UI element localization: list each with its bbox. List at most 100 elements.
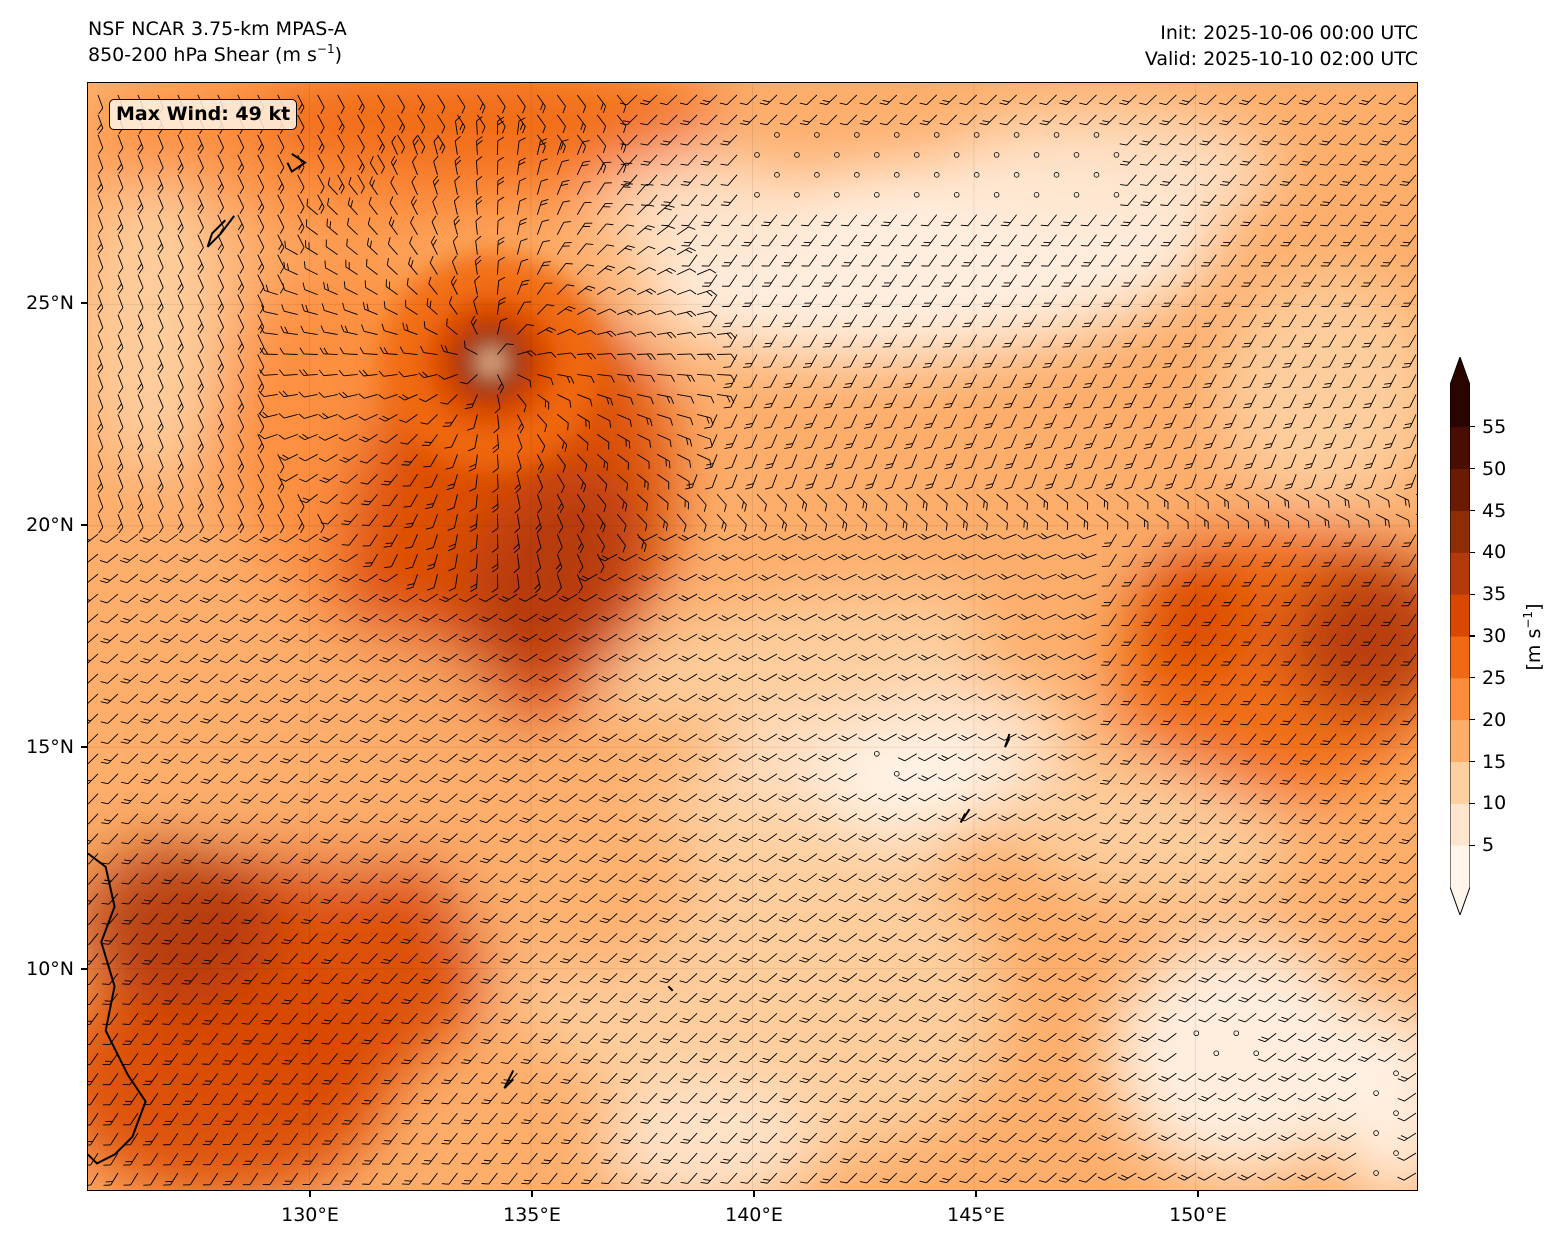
wind-barb: [197, 174, 204, 194]
lat-label-10: 10°N: [26, 958, 74, 980]
wind-barb: [1120, 214, 1137, 227]
wind-barb: [327, 177, 338, 196]
wind-barb: [257, 214, 265, 234]
calm-circle: [1053, 132, 1060, 138]
calm-circle: [993, 192, 1000, 198]
wind-barb: [411, 175, 418, 195]
wind-barb: [759, 94, 778, 106]
wind-barb: [1239, 94, 1257, 106]
colorbar-label: 35: [1482, 583, 1507, 606]
wind-barb: [1220, 194, 1237, 207]
wind-barb: [721, 234, 738, 247]
wind-barb: [516, 137, 526, 155]
map-panel[interactable]: Max Wind: 49 kt: [87, 82, 1418, 1191]
wind-barb: [516, 217, 528, 235]
wind-barb: [720, 134, 738, 146]
wind-barb: [237, 174, 245, 194]
wind-barb: [959, 114, 977, 126]
shear-map[interactable]: [88, 83, 1417, 1190]
wind-barb: [1160, 194, 1177, 207]
wind-barb: [1258, 94, 1277, 106]
wind-barb: [347, 197, 358, 216]
wind-barb: [536, 94, 546, 114]
wind-barb: [1378, 94, 1397, 106]
wind-barb: [476, 136, 483, 155]
wind-barb: [839, 114, 858, 126]
wind-barb: [1139, 154, 1157, 166]
calm-circle: [1033, 152, 1040, 158]
wind-barb: [596, 134, 607, 153]
wind-barb: [357, 174, 365, 194]
wind-barb: [369, 156, 378, 176]
wind-barb: [454, 175, 461, 195]
wind-barb: [1180, 194, 1197, 207]
calm-circle: [1113, 192, 1120, 198]
colorbar-swatch: [1450, 719, 1470, 762]
wind-barb: [1259, 154, 1277, 166]
wind-barb: [739, 114, 758, 126]
calm-circle: [874, 152, 880, 158]
wind-barb: [640, 134, 658, 146]
wind-barb: [1120, 234, 1137, 247]
wind-barb: [681, 194, 698, 207]
wind-barb: [680, 174, 698, 186]
lon-tick: [309, 1191, 311, 1197]
wind-barb: [1399, 194, 1417, 207]
wind-barb: [1159, 94, 1177, 106]
wind-barb: [496, 116, 505, 135]
wind-barb: [1379, 174, 1397, 186]
wind-barb: [1139, 94, 1157, 106]
colorbar-swatch: [1450, 468, 1470, 511]
wind-barb: [516, 157, 526, 175]
wind-barb: [801, 214, 818, 227]
wind-barb: [640, 114, 658, 126]
wind-barb: [881, 234, 898, 247]
wind-barb: [497, 114, 506, 134]
colorbar-swatch: [1450, 385, 1470, 428]
wind-barb: [257, 174, 265, 194]
colorbar-tick: [1469, 677, 1475, 679]
wind-barb: [377, 94, 385, 114]
calm-circle: [1013, 132, 1020, 138]
wind-barb: [1319, 154, 1337, 166]
map-gridlines: [88, 83, 1417, 1190]
wind-barb: [556, 200, 571, 215]
wind-barb: [979, 114, 997, 126]
wind-barb: [337, 174, 345, 194]
wind-barb: [1120, 174, 1137, 186]
calm-circle: [1073, 152, 1080, 158]
wind-barb: [919, 114, 938, 126]
calm-circle: [794, 192, 800, 198]
wind-barb: [357, 154, 365, 174]
shear-contour-blob: [247, 83, 727, 179]
wind-barb: [177, 154, 184, 174]
wind-barb: [297, 94, 305, 114]
wind-barb: [177, 214, 184, 234]
wind-barb: [477, 94, 486, 114]
wind-barb: [217, 234, 224, 254]
wind-barb: [1079, 94, 1097, 106]
wind-barb: [1079, 114, 1097, 126]
wind-barb: [475, 195, 483, 215]
wind-barb: [457, 114, 466, 134]
lon-tick: [975, 1191, 977, 1197]
wind-barb: [1318, 94, 1337, 106]
wind-barb: [536, 219, 550, 235]
lat-label-25: 25°N: [26, 292, 74, 314]
wind-barb: [679, 94, 698, 106]
wind-barb: [496, 136, 505, 155]
wind-barb: [1059, 94, 1077, 106]
shear-contour-blob: [598, 1075, 819, 1190]
wind-barb: [1119, 154, 1137, 166]
wind-barb: [197, 194, 204, 214]
colorbar-extend-min: [1450, 887, 1470, 915]
wind-barb: [1001, 234, 1017, 247]
wind-barb: [317, 114, 325, 134]
wind-barb: [656, 205, 675, 216]
wind-barb: [390, 155, 398, 176]
shear-contour-blob: [194, 627, 514, 867]
wind-barb: [1200, 194, 1217, 207]
colorbar-swatch: [1450, 845, 1470, 888]
wind-barb: [1140, 214, 1157, 227]
wind-barb: [676, 226, 696, 236]
